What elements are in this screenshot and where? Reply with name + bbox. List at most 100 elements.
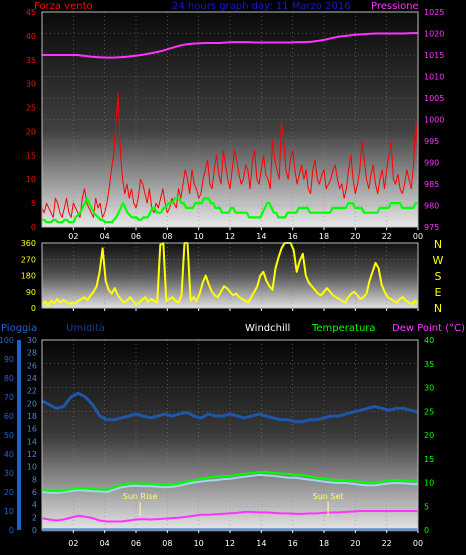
temp-panel-axes: 02 04 06 08 10 12 14 16 18 20 22 000102030405060708… (0, 336, 434, 548)
wind-panel-axes: 02 04 06 08 10 12 14 16 18 20 22 000510152025303540… (26, 8, 445, 241)
x-tick-label: 02 (68, 232, 78, 241)
panel-frame (41, 11, 419, 228)
humidity-y-tick-label: 4 (32, 501, 37, 510)
humidity-y-tick-label: 18 (27, 412, 37, 421)
humidity-y-tick-label: 28 (27, 349, 37, 358)
wind-y-tick-label: 5 (31, 199, 36, 208)
compass-label: E (435, 286, 442, 299)
temperature-y-tick-label: 10 (424, 479, 434, 488)
temperature-y-tick-label: 5 (424, 502, 429, 511)
x-tick-label: 22 (382, 539, 392, 548)
dew-point-legend: Dew Point (°C) (392, 323, 465, 334)
x-tick-label: 08 (162, 232, 172, 241)
pressure-y-tick-label: 1020 (424, 30, 444, 39)
sun-set-label: Sun Set (313, 492, 344, 501)
rain-y-tick-label: 20 (4, 488, 14, 497)
x-tick-label: 14 (256, 539, 266, 548)
humidity-y-tick-label: 26 (27, 361, 37, 370)
rain-axis-title: Pioggia (1, 323, 37, 334)
rain-y-tick-label: 50 (4, 431, 14, 440)
pressure-axis-title: Pressione (371, 1, 419, 12)
rain-y-tick-label: 90 (4, 355, 14, 364)
x-tick-label: 10 (194, 232, 204, 241)
humidity-y-tick-label: 0 (32, 526, 37, 535)
wind-y-tick-label: 40 (26, 32, 36, 41)
direction-y-tick-label: 90 (26, 288, 36, 297)
pressure-y-tick-label: 990 (424, 159, 439, 168)
rain-y-tick-label: 80 (4, 374, 14, 383)
rain-y-tick-label: 100 (0, 336, 14, 345)
temperature-y-tick-label: 0 (424, 526, 429, 535)
direction-panel-axes: 0 90 180 270 360 (21, 239, 419, 313)
chart-title: 24 hours graph day: 11 Marzo 2016 (172, 1, 351, 12)
sun-annotations: Sun Rise Sun Set (123, 492, 344, 516)
humidity-y-tick-label: 6 (32, 488, 37, 497)
x-tick-label: 20 (350, 232, 360, 241)
pressure-y-tick-label: 975 (424, 223, 439, 232)
dew-point-line (41, 510, 418, 523)
rain-y-tick-label: 40 (4, 450, 14, 459)
temperature-y-tick-label: 30 (424, 384, 434, 393)
temperature-line (41, 471, 419, 493)
x-tick-label: 18 (319, 539, 329, 548)
temperature-y-tick-label: 35 (424, 360, 434, 369)
x-tick-label: 00 (413, 232, 423, 241)
humidity-y-tick-label: 20 (27, 399, 37, 408)
wind-y-tick-label: 35 (26, 56, 36, 65)
x-tick-label: 06 (131, 232, 141, 241)
temperature-y-tick-label: 40 (424, 336, 434, 345)
humidity-y-tick-label: 24 (27, 374, 37, 383)
x-tick-label: 12 (225, 232, 235, 241)
wind-speed-line (41, 92, 419, 218)
wind-y-tick-label: 25 (26, 104, 36, 113)
x-tick-label: 16 (288, 539, 298, 548)
direction-panel-series (41, 242, 419, 307)
humidity-y-tick-label: 8 (32, 475, 37, 484)
x-tick-label: 16 (288, 232, 298, 241)
panel-frame (41, 242, 419, 309)
x-tick-label: 02 (68, 539, 78, 548)
direction-y-tick-label: 360 (21, 239, 36, 248)
wind-panel-series (41, 32, 419, 224)
x-tick-label: 10 (194, 539, 204, 548)
rain-y-tick-label: 0 (9, 526, 14, 535)
x-tick-label: 14 (256, 232, 266, 241)
x-tick-label: 22 (382, 232, 392, 241)
x-tick-label: 20 (350, 539, 360, 548)
pressure-y-tick-label: 1010 (424, 73, 444, 82)
wind-y-tick-label: 10 (26, 175, 36, 184)
humidity-y-tick-label: 14 (27, 437, 37, 446)
x-tick-label: 06 (131, 539, 141, 548)
wind-y-tick-label: 30 (26, 80, 36, 89)
temperature-y-tick-label: 15 (424, 455, 434, 464)
pressure-line (42, 32, 418, 59)
direction-y-tick-label: 270 (21, 255, 36, 264)
pressure-y-tick-label: 1000 (424, 116, 444, 125)
direction-y-tick-label: 180 (21, 272, 36, 281)
pressure-y-tick-label: 1005 (424, 94, 444, 103)
x-tick-label: 04 (100, 539, 110, 548)
pressure-y-tick-label: 985 (424, 180, 439, 189)
x-tick-label: 04 (100, 232, 110, 241)
rain-y-tick-label: 30 (4, 469, 14, 478)
avg-wind-line (42, 197, 418, 224)
humidity-y-tick-label: 22 (27, 387, 37, 396)
wind-axis-title: Forza vento (34, 1, 93, 12)
direction-y-tick-label: 0 (31, 304, 36, 313)
pressure-y-tick-label: 1015 (424, 51, 444, 60)
humidity-y-tick-label: 12 (27, 450, 37, 459)
compass-label: W (433, 254, 444, 267)
rain-y-tick-label: 70 (4, 393, 14, 402)
wind-direction-line (41, 242, 419, 307)
temperature-y-tick-label: 25 (424, 407, 434, 416)
panel-frame (41, 339, 419, 531)
compass-label: N (434, 238, 442, 251)
windchill-legend: Windchill (245, 323, 290, 334)
compass-label: S (435, 270, 442, 283)
temperature-y-tick-label: 20 (424, 431, 434, 440)
temperature-legend: Temperatura (311, 323, 376, 334)
compass-label: N (434, 302, 442, 315)
x-tick-label: 08 (162, 539, 172, 548)
